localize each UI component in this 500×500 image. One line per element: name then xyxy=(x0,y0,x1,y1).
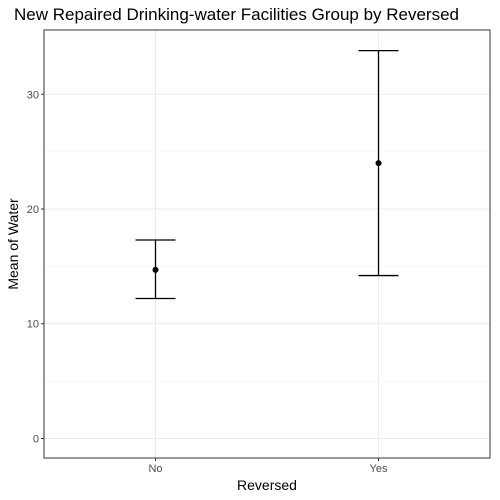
mean-point-yes xyxy=(375,160,382,167)
mean-point-no xyxy=(152,266,159,273)
y-tick-label: 30 xyxy=(27,89,39,101)
chart-title: New Repaired Drinking-water Facilities G… xyxy=(14,5,459,24)
x-axis-title: Reversed xyxy=(237,477,297,493)
x-tick-label: No xyxy=(148,463,162,475)
y-tick-label: 20 xyxy=(27,204,39,216)
panel-border xyxy=(43,29,491,459)
plot-panel: 0 10 20 30 No Yes xyxy=(27,29,491,475)
x-tick-label: Yes xyxy=(370,463,388,475)
y-axis-title: Mean of Water xyxy=(5,198,21,290)
y-tick-label: 10 xyxy=(27,319,39,331)
y-tick-label: 0 xyxy=(33,433,39,445)
